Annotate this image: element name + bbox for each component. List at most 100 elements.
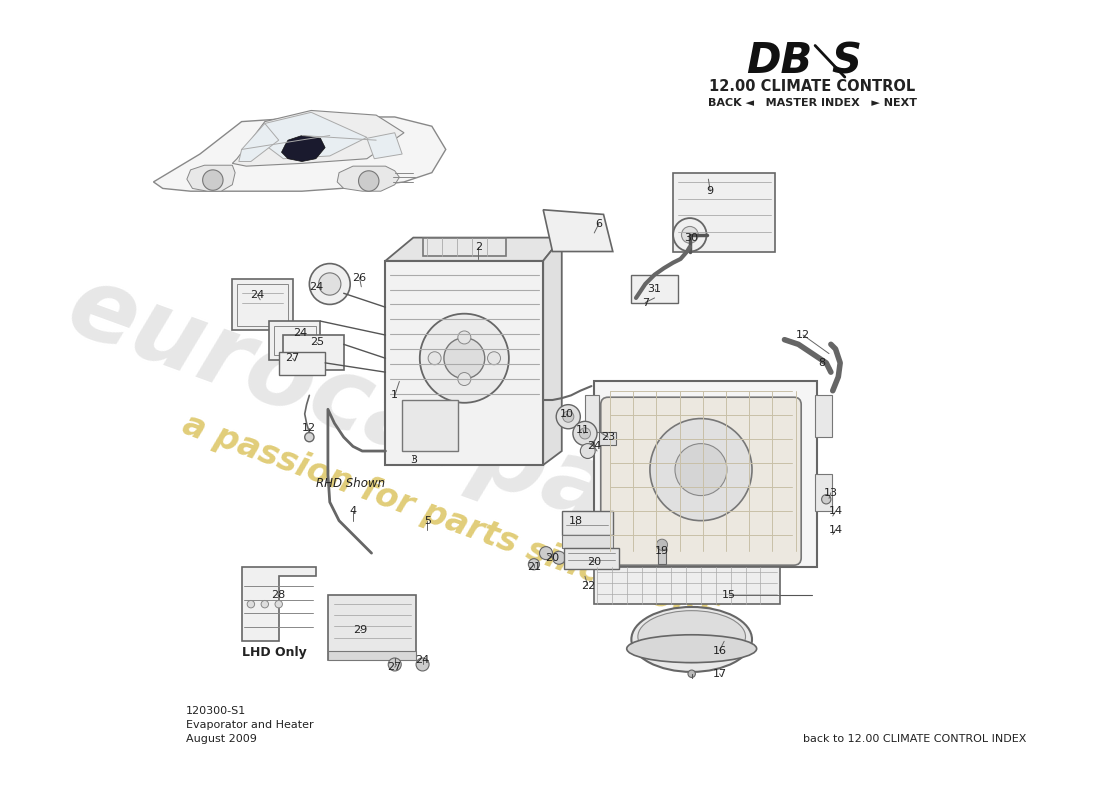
Circle shape [580, 428, 591, 439]
Circle shape [428, 352, 441, 365]
Text: 10: 10 [560, 409, 573, 419]
Bar [594, 567, 780, 604]
Circle shape [319, 273, 341, 295]
Polygon shape [367, 133, 403, 158]
Text: 27: 27 [387, 662, 402, 672]
Circle shape [248, 601, 254, 608]
Ellipse shape [627, 634, 757, 662]
Text: LHD Only: LHD Only [242, 646, 307, 659]
Polygon shape [385, 261, 543, 465]
Bar [278, 352, 326, 375]
Circle shape [581, 444, 595, 458]
Text: 17: 17 [713, 669, 727, 678]
Polygon shape [239, 123, 278, 162]
Text: 24: 24 [293, 328, 307, 338]
Circle shape [822, 494, 830, 504]
Text: 22: 22 [581, 581, 595, 590]
Text: BACK ◄   MASTER INDEX   ► NEXT: BACK ◄ MASTER INDEX ► NEXT [707, 98, 916, 108]
Circle shape [573, 422, 597, 446]
Circle shape [657, 539, 668, 550]
Ellipse shape [631, 607, 752, 672]
Text: a passion for parts since 1985: a passion for parts since 1985 [178, 408, 723, 634]
Text: 24: 24 [416, 655, 430, 665]
Polygon shape [154, 117, 446, 191]
Text: 28: 28 [271, 590, 285, 600]
Bar [270, 321, 320, 360]
Circle shape [673, 218, 706, 251]
Text: 26: 26 [352, 273, 366, 282]
Polygon shape [232, 110, 404, 166]
Polygon shape [187, 166, 235, 191]
Circle shape [528, 558, 539, 570]
Polygon shape [543, 210, 613, 251]
Polygon shape [282, 135, 326, 162]
Text: DB: DB [746, 40, 812, 82]
Circle shape [650, 418, 752, 521]
Text: August 2009: August 2009 [186, 734, 256, 744]
Text: 15: 15 [722, 590, 736, 600]
Text: 12: 12 [302, 423, 317, 433]
Text: 14: 14 [828, 525, 843, 535]
Ellipse shape [638, 610, 746, 662]
Circle shape [688, 670, 695, 678]
Text: 12.00 CLIMATE CONTROL: 12.00 CLIMATE CONTROL [710, 79, 915, 94]
Text: 5: 5 [424, 516, 431, 526]
Text: Evaporator and Heater: Evaporator and Heater [186, 720, 314, 730]
Circle shape [359, 170, 380, 191]
Text: 30: 30 [684, 233, 697, 242]
Polygon shape [242, 567, 316, 642]
Circle shape [275, 601, 283, 608]
Circle shape [202, 170, 223, 190]
Text: 2: 2 [475, 242, 482, 252]
Circle shape [565, 553, 579, 566]
Bar [328, 650, 416, 660]
Bar [631, 274, 678, 302]
Text: 11: 11 [576, 425, 590, 434]
Text: 9: 9 [706, 186, 714, 196]
Text: 12: 12 [796, 330, 810, 340]
Bar [594, 382, 817, 567]
Bar [403, 400, 458, 451]
Text: 18: 18 [569, 516, 583, 526]
Circle shape [682, 226, 698, 243]
Bar [815, 474, 832, 511]
Circle shape [261, 601, 268, 608]
Circle shape [563, 411, 574, 422]
Text: back to 12.00 CLIMATE CONTROL INDEX: back to 12.00 CLIMATE CONTROL INDEX [803, 734, 1026, 744]
Text: 20: 20 [546, 553, 560, 562]
Circle shape [487, 352, 500, 365]
Text: 7: 7 [641, 298, 649, 307]
Bar [232, 279, 293, 330]
Text: 6: 6 [595, 218, 603, 229]
Text: 24: 24 [251, 290, 264, 300]
Circle shape [539, 546, 552, 560]
Text: 21: 21 [527, 562, 541, 572]
Text: 13: 13 [824, 488, 838, 498]
Circle shape [420, 314, 509, 402]
Circle shape [444, 338, 485, 378]
Bar [422, 238, 506, 256]
Bar [284, 335, 343, 370]
Bar [563, 549, 619, 569]
Polygon shape [385, 238, 562, 261]
Polygon shape [338, 166, 399, 191]
Polygon shape [265, 112, 367, 158]
Text: 24: 24 [309, 282, 323, 292]
Bar [585, 395, 598, 433]
Text: 1: 1 [392, 390, 398, 400]
Circle shape [305, 433, 314, 442]
Text: 20: 20 [587, 558, 602, 567]
Circle shape [552, 551, 565, 564]
Text: 14: 14 [828, 506, 843, 516]
Text: 19: 19 [654, 546, 669, 556]
Bar [236, 284, 288, 326]
Polygon shape [543, 238, 562, 465]
Circle shape [416, 658, 429, 671]
Circle shape [458, 331, 471, 344]
Circle shape [458, 373, 471, 386]
Text: S: S [830, 40, 861, 82]
Text: 4: 4 [350, 506, 356, 516]
Circle shape [557, 405, 581, 429]
Circle shape [388, 658, 401, 671]
Bar [562, 534, 613, 549]
